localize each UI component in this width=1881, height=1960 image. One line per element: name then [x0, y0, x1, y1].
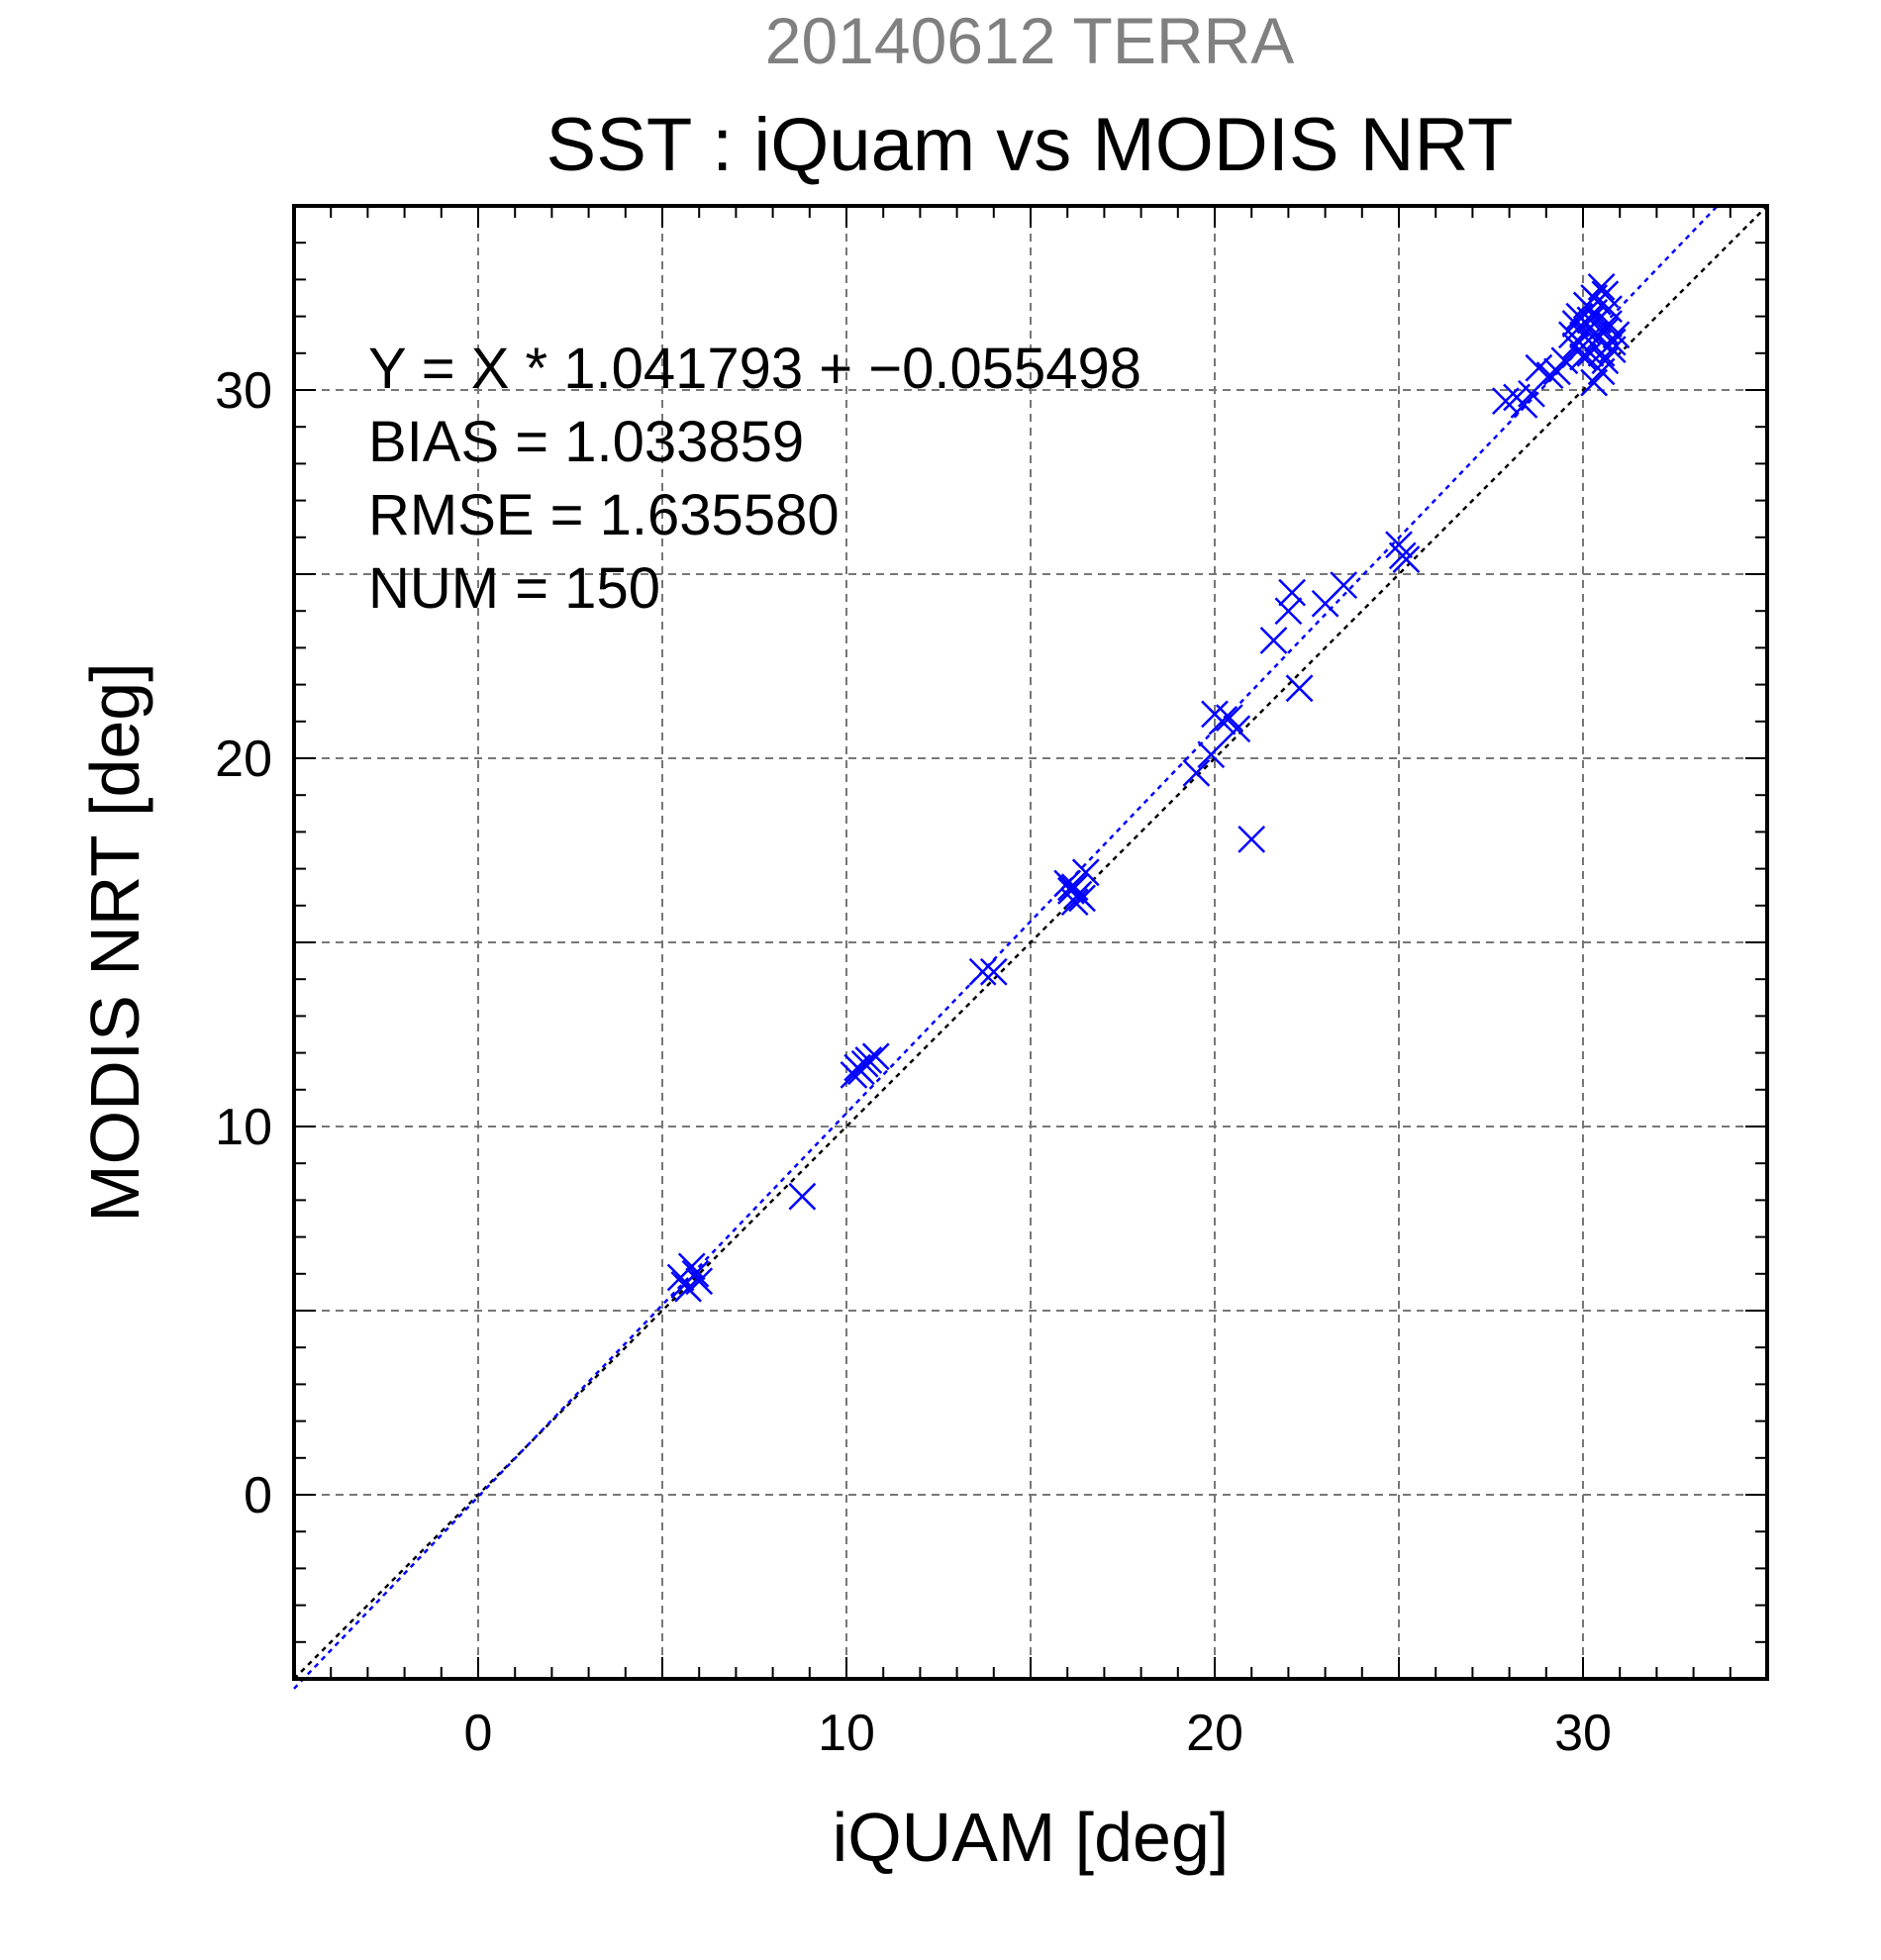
data-point: [1602, 321, 1631, 349]
fit-line: [293, 205, 1719, 1690]
data-point: [1274, 597, 1303, 626]
plot-frame: [292, 204, 1769, 1681]
data-point: [1057, 873, 1085, 902]
data-point: [1569, 321, 1597, 349]
stats-bias: BIAS = 1.033859: [368, 410, 804, 474]
data-point: [1580, 298, 1609, 327]
chart-subtitle: SST : iQuam vs MODIS NRT: [546, 103, 1514, 187]
tick-labels: 0 10 20 30 0 10 20 30: [215, 362, 1612, 1762]
x-axis-label: iQUAM [deg]: [833, 1799, 1230, 1876]
stats-rmse: RMSE = 1.635580: [368, 483, 840, 547]
data-point: [1576, 339, 1605, 367]
x-tick-label: 20: [1186, 1705, 1243, 1762]
data-point: [968, 957, 997, 986]
data-points: [666, 272, 1631, 1303]
data-point: [1591, 280, 1620, 309]
stats-num: NUM = 150: [368, 556, 660, 621]
stats-block: Y = X * 1.041793 + −0.055498 BIAS = 1.03…: [368, 337, 1141, 621]
x-tick-label: 10: [818, 1705, 875, 1762]
data-point: [1223, 715, 1251, 743]
data-point: [1392, 545, 1421, 574]
data-point: [1576, 306, 1605, 335]
data-point: [1182, 758, 1211, 787]
reference-lines: [293, 205, 1768, 1690]
x-tick-label: 30: [1554, 1705, 1612, 1762]
data-point: [1591, 346, 1620, 375]
data-point: [1259, 627, 1288, 654]
data-point: [1197, 740, 1226, 769]
y-tick-label: 0: [244, 1467, 272, 1524]
chart-title: 20140612 TERRA: [765, 4, 1294, 77]
data-point: [677, 1252, 706, 1281]
data-point: [979, 957, 1008, 986]
y-tick-label: 20: [215, 731, 272, 788]
data-point: [1385, 531, 1413, 559]
data-point: [681, 1259, 710, 1288]
data-point: [1491, 387, 1520, 416]
y-tick-label: 30: [215, 362, 272, 420]
data-point: [854, 1046, 883, 1074]
identity-line: [293, 205, 1768, 1680]
stats-regression: Y = X * 1.041793 + −0.055498: [368, 337, 1141, 401]
x-tick-label: 0: [464, 1705, 493, 1762]
data-point: [1587, 357, 1616, 386]
data-point: [1285, 674, 1314, 703]
data-point: [788, 1182, 817, 1211]
data-point: [1550, 346, 1579, 375]
data-point: [1208, 707, 1237, 735]
y-tick-label: 10: [215, 1099, 272, 1156]
data-point: [1278, 578, 1307, 607]
data-point: [674, 1274, 702, 1303]
data-point: [861, 1042, 890, 1071]
data-point: [1330, 571, 1358, 600]
y-axis-label: MODIS NRT [deg]: [76, 662, 153, 1222]
data-point: [1238, 825, 1266, 853]
